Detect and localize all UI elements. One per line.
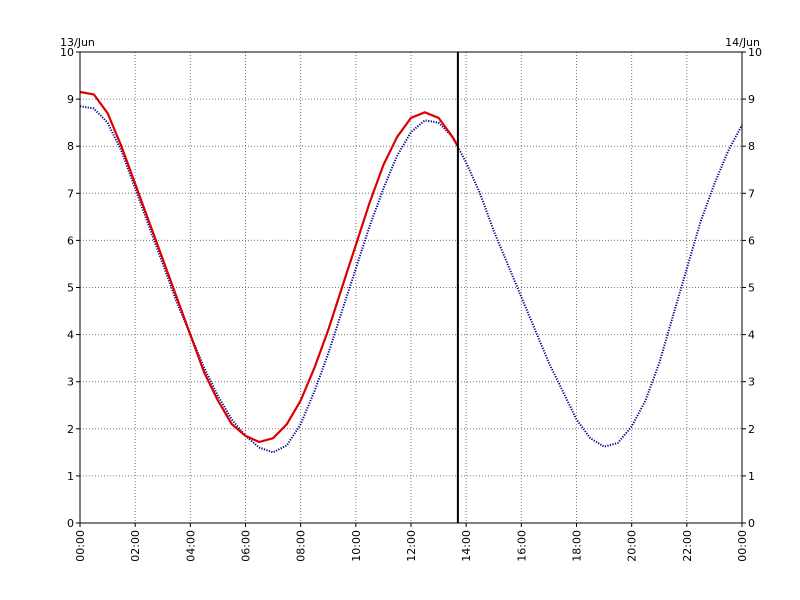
x-tick-label: 10:00: [350, 530, 363, 562]
x-tick-label: 14:00: [460, 530, 473, 562]
x-tick-label: 08:00: [295, 530, 308, 562]
y-tick-label-right: 3: [748, 376, 755, 389]
x-tick-label: 16:00: [515, 530, 528, 562]
y-tick-label-left: 8: [67, 140, 74, 153]
x-tick-label: 04:00: [184, 530, 197, 562]
y-tick-label-right: 5: [748, 282, 755, 295]
date-start-label: 13/Jun: [60, 36, 95, 49]
x-tick-label: 06:00: [240, 530, 253, 562]
y-tick-label-left: 10: [60, 46, 74, 59]
y-tick-label-right: 1: [748, 470, 755, 483]
x-tick-label: 12:00: [405, 530, 418, 562]
y-tick-label-left: 3: [67, 376, 74, 389]
x-tick-label: 00:00: [736, 530, 749, 562]
grid-layer: [80, 52, 742, 523]
x-tick-label: 18:00: [571, 530, 584, 562]
y-tick-label-right: 10: [748, 46, 762, 59]
y-tick-label-left: 6: [67, 234, 74, 247]
y-tick-label-left: 7: [67, 187, 74, 200]
y-tick-label-left: 4: [67, 329, 74, 342]
y-tick-label-right: 9: [748, 93, 755, 106]
x-tick-label: 00:00: [74, 530, 87, 562]
y-tick-label-right: 2: [748, 423, 755, 436]
y-tick-label-right: 7: [748, 187, 755, 200]
x-tick-label: 20:00: [626, 530, 639, 562]
x-tick-label: 02:00: [129, 530, 142, 562]
x-tick-label: 22:00: [681, 530, 694, 562]
y-tick-label-right: 6: [748, 234, 755, 247]
y-tick-label-left: 9: [67, 93, 74, 106]
y-tick-label-left: 1: [67, 470, 74, 483]
y-tick-label-right: 4: [748, 329, 755, 342]
y-tick-label-right: 8: [748, 140, 755, 153]
y-tick-label-left: 2: [67, 423, 74, 436]
ticks-layer: 00:00 02:00 04:00 06:00 08:00 10:00 12:00 14:00…: [60, 46, 762, 562]
observed-tide-line: [79, 90, 459, 444]
y-tick-label-right: 0: [748, 517, 755, 530]
date-end-label: 14/Jun: [725, 36, 760, 49]
y-tick-label-left: 5: [67, 282, 74, 295]
y-tick-label-left: 0: [67, 517, 74, 530]
series-layer: [79, 90, 743, 454]
